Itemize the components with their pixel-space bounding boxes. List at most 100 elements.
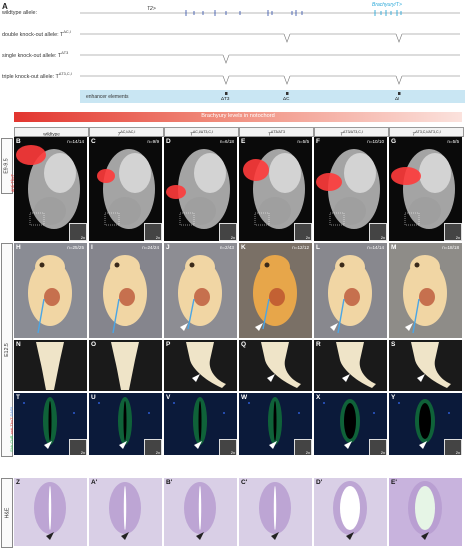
column-header-6: TΔT3,C,I/ΔT3,C,I: [389, 127, 464, 137]
enhancer-c-mark: [286, 92, 289, 95]
panel-count: n=14/14: [67, 139, 84, 144]
panel-count: n=18/18: [442, 245, 459, 250]
zoom-label: 2x: [305, 235, 310, 240]
panel-letter: J: [166, 244, 170, 251]
panel-letter: C: [91, 138, 96, 145]
panel-letter: U: [91, 394, 96, 401]
figure-letter-a: A: [2, 2, 8, 11]
panel-letter: L: [316, 244, 320, 251]
panel-count: n=6/18: [219, 139, 234, 144]
panel-n-5: R: [314, 340, 387, 391]
enhancer-t3-mark: [225, 92, 228, 95]
enhancer-label: enhancer elements: [86, 94, 129, 100]
t2-exons: [185, 10, 303, 16]
enhancer-bar: [80, 90, 465, 103]
panel-letter: H: [16, 244, 21, 251]
allele-label-triple: triple knock-out allele: TΔT3,C,I: [2, 72, 72, 80]
t2-gene-label: T2>: [147, 6, 156, 12]
panel-count: n=14/14: [367, 245, 384, 250]
panel-count: n=5/5: [447, 139, 459, 144]
enhancer-t3-label: ΔT3: [221, 96, 230, 101]
panel-t-5: 2x X: [314, 393, 387, 455]
panel-count: n=24/24: [142, 245, 159, 250]
panel-z-4: C': [239, 478, 312, 546]
zoom-label: 2x: [230, 450, 235, 455]
panel-letter: M: [391, 244, 397, 251]
row-tag-he: H&E: [1, 478, 13, 548]
panel-letter: R: [316, 341, 321, 348]
panel-t-1: 2x T: [14, 393, 87, 455]
panel-letter: Q: [241, 341, 247, 348]
panel-letter: D': [316, 479, 323, 486]
enhancer-i-label: ΔI: [395, 96, 400, 101]
panel-z-3: B': [164, 478, 237, 546]
panel-z-2: A': [89, 478, 162, 546]
panel-letter: X: [316, 394, 321, 401]
panel-letter: A': [91, 479, 98, 486]
panel-count: n=9/9: [147, 139, 159, 144]
column-header-5: TΔT3/ΔT3,C,I: [314, 127, 389, 137]
column-header-1: wildtype: [14, 127, 89, 137]
panel-letter: N: [16, 341, 21, 348]
panel-t-4: 2x W: [239, 393, 312, 455]
panel-letter: Y: [391, 394, 396, 401]
zoom-label: 2x: [230, 235, 235, 240]
panel-n-2: O: [89, 340, 162, 391]
zoom-label: 2x: [455, 450, 460, 455]
panel-letter: P: [166, 341, 171, 348]
panel-letter: S: [391, 341, 396, 348]
allele-diagram: [80, 10, 465, 103]
panel-n-1: N: [14, 340, 87, 391]
zoom-label: 2x: [380, 450, 385, 455]
gradient-label: Brachyury levels in notochord: [201, 113, 275, 119]
panel-z-1: Z: [14, 478, 87, 546]
panel-letter: O: [91, 341, 97, 348]
panel-z-5: D': [314, 478, 387, 546]
panel-letter: K: [241, 244, 246, 251]
panel-letter: E': [391, 479, 397, 486]
panel-letter: I: [91, 244, 93, 251]
zoom-label: 2x: [80, 235, 85, 240]
panel-n-3: P: [164, 340, 237, 391]
column-header-3: TΔC,I/ΔT3,C,I: [164, 127, 239, 137]
zoom-label: 2x: [455, 235, 460, 240]
zoom-label: 2x: [80, 450, 85, 455]
panel-n-4: Q: [239, 340, 312, 391]
panel-count: n=12/12: [292, 245, 309, 250]
panel-letter: V: [166, 394, 171, 401]
panel-letter: B': [166, 479, 173, 486]
panel-count: n=10/10: [367, 139, 384, 144]
enhancer-i-mark: [398, 92, 401, 95]
panel-letter: Z: [16, 479, 20, 486]
panel-letter: W: [241, 394, 248, 401]
zoom-label: 2x: [305, 450, 310, 455]
panel-letter: T: [16, 394, 20, 401]
allele-label-wildtype: wildtype allele:: [2, 10, 38, 16]
panel-t-6: 2x Y: [389, 393, 462, 455]
stain-labels-section: Shh-ChR anti-TbxT DAPI: [9, 407, 14, 452]
zoom-label: 2x: [380, 235, 385, 240]
column-header-2: TΔC,I/ΔC,I: [89, 127, 164, 137]
panel-n-6: S: [389, 340, 462, 391]
brachyury-gene-label: Brachyury/T>: [372, 2, 402, 8]
panel-letter: E: [241, 138, 246, 145]
panel-count: n=25/25: [67, 245, 84, 250]
allele-label-double: double knock-out allele: TΔC,I: [2, 30, 71, 38]
panel-t-3: 2x V: [164, 393, 237, 455]
panel-letter: D: [166, 138, 171, 145]
column-header-4: TΔT3/ΔT3: [239, 127, 314, 137]
zoom-label: 2x: [155, 235, 160, 240]
row-tag-e9: E9-9.5: [1, 138, 13, 194]
panel-letter: F: [316, 138, 320, 145]
enhancer-c-label: ΔC: [283, 96, 290, 101]
